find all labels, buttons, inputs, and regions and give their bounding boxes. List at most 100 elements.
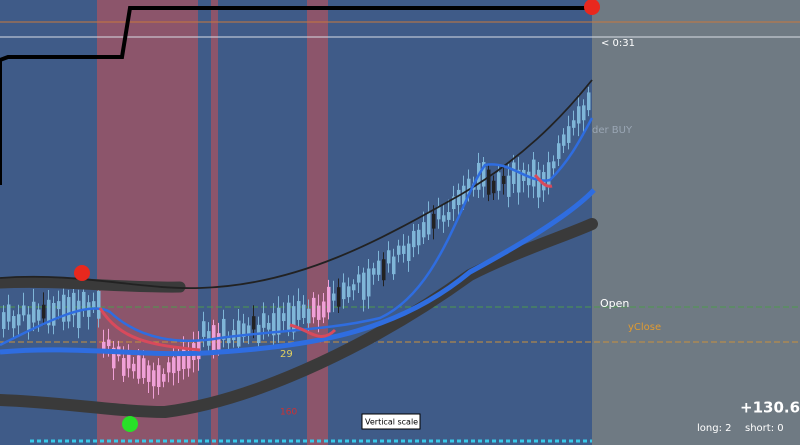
candle [272,313,276,336]
candle [7,304,11,322]
candle [102,341,106,351]
candle [372,268,376,275]
candle [427,212,431,235]
signal-dot [122,416,138,432]
candle [527,171,531,186]
candle [62,294,66,322]
candle [497,172,501,191]
candle [392,256,396,275]
tooltip: Vertical scale [365,418,418,427]
candle [57,301,61,310]
candle [247,325,251,336]
candle [42,304,46,319]
candle [17,314,21,326]
candle [582,105,586,121]
candle [287,302,291,330]
candle [32,301,36,323]
candle [322,301,326,318]
candle [312,297,316,318]
candle [97,290,101,319]
ma-slow [0,188,596,357]
candle [377,260,381,275]
candle [72,292,76,316]
open-label: Open [600,297,629,310]
candle [432,213,436,229]
signal-dot [74,265,90,281]
candle [412,230,416,248]
candle [137,355,141,379]
candle [547,162,551,185]
long-count: long: 2 [697,423,732,434]
candle [267,322,271,330]
candle [562,134,566,146]
candle [507,175,511,197]
candle [587,92,591,111]
candle [352,284,356,291]
candle [447,212,451,220]
session-band [211,0,218,445]
short-count: short: 0 [745,423,784,434]
candle [237,320,241,347]
candle [342,282,346,300]
candle [12,316,16,329]
band-lower [0,218,598,419]
candle [482,162,486,187]
candle [422,222,426,238]
future-area [592,0,800,445]
candle [167,362,171,373]
candle [157,365,161,387]
candle [217,333,221,350]
candle [332,293,336,301]
candle [202,321,206,337]
candle [517,169,521,193]
candle [222,318,226,340]
candle [27,314,31,331]
candle [512,162,516,184]
candle [182,348,186,370]
candle [362,272,366,300]
candle [292,306,296,333]
candle [282,313,286,322]
candle [277,307,281,335]
candle [2,312,6,329]
candle [327,286,331,313]
candle [127,351,131,369]
candle [177,353,181,371]
candle [107,339,111,347]
candle [487,169,491,195]
candle [132,363,136,372]
candle [552,161,556,169]
candle [242,323,246,337]
candle [337,287,341,307]
candle [22,305,26,316]
candle [112,347,116,369]
session-band [307,0,328,445]
candle [82,291,86,311]
candle [457,189,461,206]
candle [357,274,361,283]
candle [92,301,96,308]
yclose-label: yClose [628,322,661,333]
signal-line [98,173,553,352]
candle [147,365,151,382]
candle [367,268,371,297]
candle [532,159,536,187]
candle [77,300,81,329]
candle [567,126,571,143]
candles [2,86,591,399]
candle [462,185,466,205]
trend-line [0,79,593,290]
candle [387,250,391,264]
candle [492,180,496,194]
tooltip-box [361,413,421,430]
candle [317,305,321,320]
candle [297,301,301,320]
candle [67,297,71,322]
candle [172,357,176,374]
stop-line [0,6,592,185]
candle [437,206,441,220]
candle [402,245,406,254]
candle [152,370,156,387]
order-label: der BUY [592,125,633,136]
